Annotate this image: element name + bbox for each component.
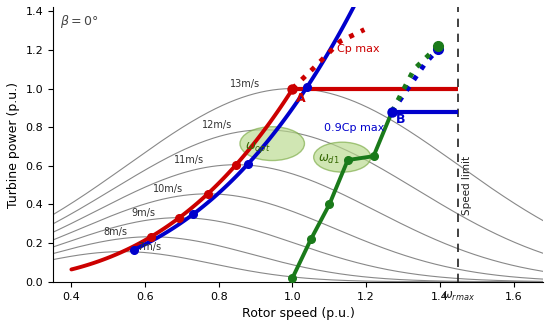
- Text: 9m/s: 9m/s: [131, 208, 156, 218]
- Text: 10m/s: 10m/s: [152, 184, 183, 194]
- Text: 8m/s: 8m/s: [103, 227, 127, 237]
- Text: 12m/s: 12m/s: [202, 120, 232, 130]
- Text: 0.9Cp max: 0.9Cp max: [324, 123, 384, 133]
- Text: $\beta = 0°$: $\beta = 0°$: [60, 13, 99, 30]
- Ellipse shape: [240, 127, 305, 161]
- X-axis label: Rotor speed (p.u.): Rotor speed (p.u.): [241, 307, 354, 320]
- Text: Cp max: Cp max: [337, 44, 379, 54]
- Ellipse shape: [314, 142, 371, 172]
- Text: 11m/s: 11m/s: [173, 155, 204, 165]
- Text: $\omega_{d1}$: $\omega_{d1}$: [318, 153, 340, 166]
- Y-axis label: Turbine power (p.u.): Turbine power (p.u.): [7, 82, 20, 208]
- Text: A: A: [296, 92, 306, 105]
- Text: Speed limit: Speed limit: [462, 156, 472, 215]
- Text: $\omega_{opt}$: $\omega_{opt}$: [245, 140, 270, 155]
- Text: B: B: [395, 113, 405, 126]
- Text: 13m/s: 13m/s: [230, 78, 260, 89]
- Text: $\omega_{rmax}$: $\omega_{rmax}$: [442, 290, 475, 303]
- Text: 7m/s: 7m/s: [138, 242, 162, 252]
